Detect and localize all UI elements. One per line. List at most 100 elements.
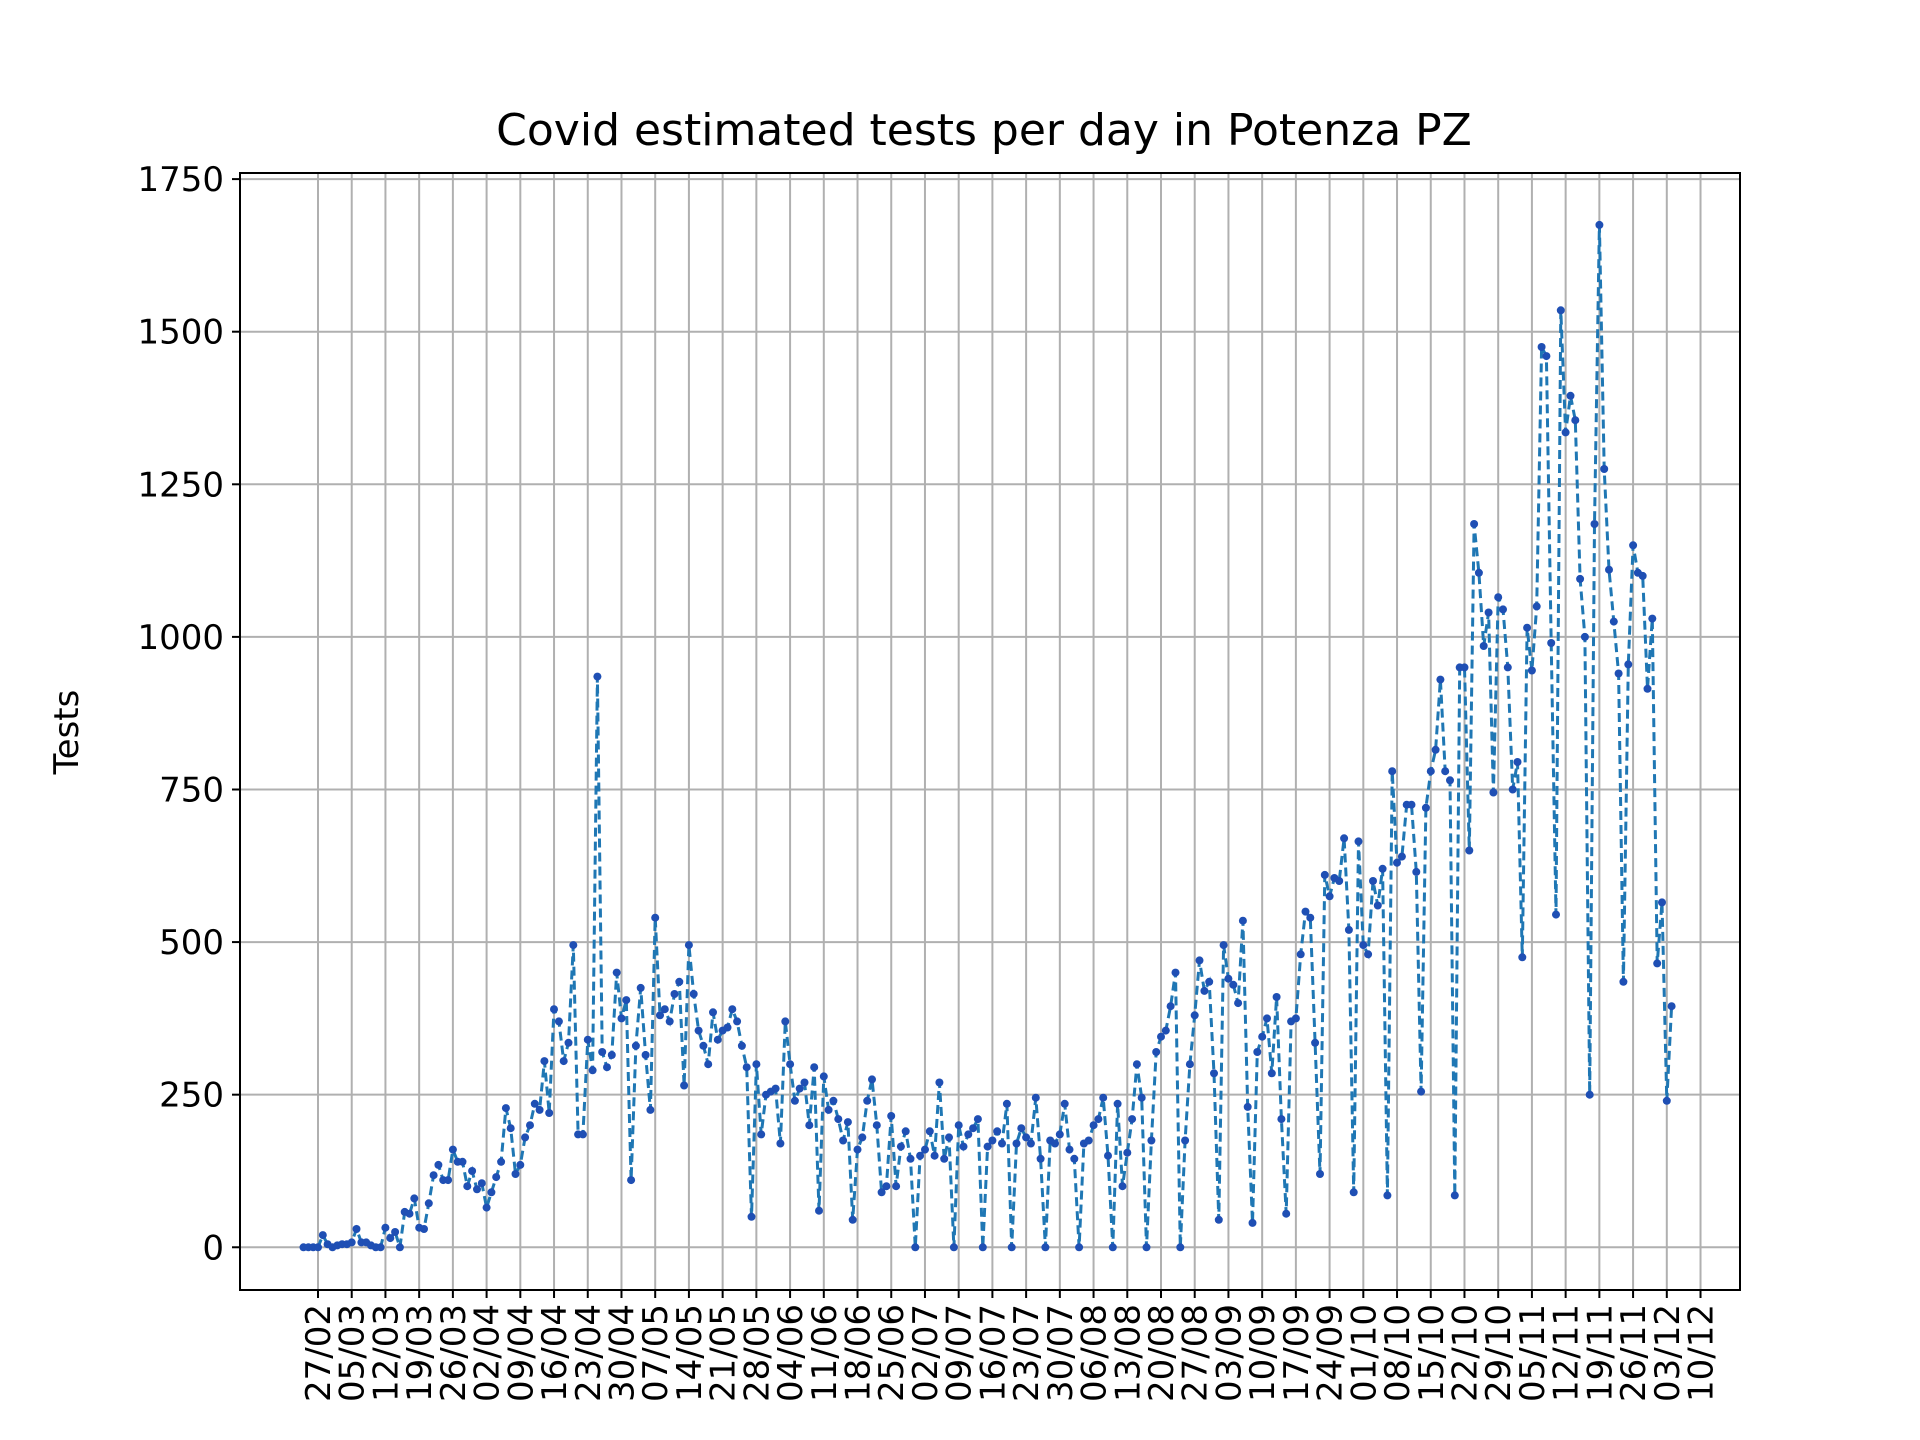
data-point [1258,1032,1267,1041]
data-point [1494,593,1503,602]
data-point [1523,623,1532,632]
data-point [1412,867,1421,876]
data-point [1060,1099,1069,1108]
data-point [554,1017,563,1026]
data-point [429,1171,438,1180]
data-point [1489,788,1498,797]
data-point [550,1005,558,1014]
data-point [954,1121,963,1130]
data-point [578,1130,587,1139]
data-point [993,1127,1002,1136]
data-point [1508,785,1517,794]
data-point [709,1008,717,1017]
data-point [853,1145,862,1154]
x-tick-label: 10/12 [1682,1304,1722,1402]
data-point [410,1194,419,1203]
data-point [848,1215,857,1224]
data-point [882,1182,891,1191]
data-point [1055,1130,1064,1139]
data-point [1185,1060,1194,1069]
data-point [699,1041,708,1050]
data-point [1662,1096,1671,1105]
data-point [1036,1154,1045,1163]
data-point [978,1243,987,1252]
data-point [506,1124,515,1133]
data-point [420,1225,428,1233]
data-point [1426,767,1435,776]
data-point [1291,1014,1300,1023]
data-point [1566,391,1575,400]
data-point [911,1243,920,1252]
data-point [737,1041,746,1050]
data-point [603,1063,611,1072]
data-point [1518,953,1527,962]
data-point [314,1243,322,1252]
data-point [1311,1038,1320,1047]
data-point [598,1048,607,1056]
data-point [381,1223,390,1232]
data-point [1653,959,1662,968]
data-point [1190,1011,1199,1020]
data-point [540,1057,549,1066]
x-tick-label: 27/08 [1176,1304,1216,1402]
data-point [1344,925,1353,934]
data-point [569,941,578,950]
data-point [795,1084,804,1093]
data-point [983,1142,992,1151]
data-point [1296,950,1305,959]
data-point [1349,1188,1358,1197]
x-tick-label: 05/03 [333,1304,373,1402]
data-point [530,1099,539,1108]
data-point [901,1127,910,1136]
x-tick-label: 02/04 [468,1304,508,1402]
data-point [689,990,698,998]
data-point [1316,1170,1324,1178]
data-point [1556,306,1565,315]
data-point [1200,986,1209,995]
y-tick-label: 750 [159,770,224,810]
data-point [1340,834,1349,843]
data-point [1470,520,1479,528]
data-point [1031,1093,1040,1102]
x-tick-label: 30/07 [1041,1304,1081,1402]
data-point [1552,910,1560,919]
data-point [819,1072,828,1081]
x-tick-label: 12/03 [366,1304,406,1402]
y-tick-label: 1500 [137,313,224,353]
data-point [680,1081,689,1090]
data-point [1605,565,1613,574]
data-point [1152,1048,1161,1056]
data-point [646,1105,655,1114]
data-point [1484,608,1493,617]
data-point [1320,870,1329,879]
data-point [998,1139,1006,1148]
data-point [1065,1145,1074,1154]
data-point [1075,1243,1084,1252]
x-tick-label: 22/10 [1445,1304,1485,1402]
data-point [1171,968,1180,977]
axis-ticks: 0 250 500 750 1000 1250 1500 1750 27/0205/0312/0… [137,160,1721,1402]
data-point [790,1096,799,1105]
data-point [872,1121,881,1130]
data-point [945,1133,953,1142]
y-tick-label: 0 [202,1228,224,1268]
data-point [1614,669,1623,678]
x-tick-label: 12/11 [1547,1304,1587,1402]
data-point [1532,602,1541,611]
data-point [588,1066,597,1075]
data-point [1022,1133,1031,1142]
data-point [1393,858,1401,867]
data-point [1624,660,1633,669]
data-point [877,1188,886,1197]
data-point [1479,642,1488,650]
data-point [1181,1136,1190,1145]
x-tick-label: 04/06 [771,1304,811,1402]
data-point [940,1154,949,1163]
data-point [843,1118,852,1127]
data-point [1041,1243,1050,1252]
data-point [458,1157,467,1166]
x-tick-label: 26/11 [1614,1304,1654,1402]
data-point [713,1035,722,1044]
y-tick-label: 1250 [137,465,224,505]
